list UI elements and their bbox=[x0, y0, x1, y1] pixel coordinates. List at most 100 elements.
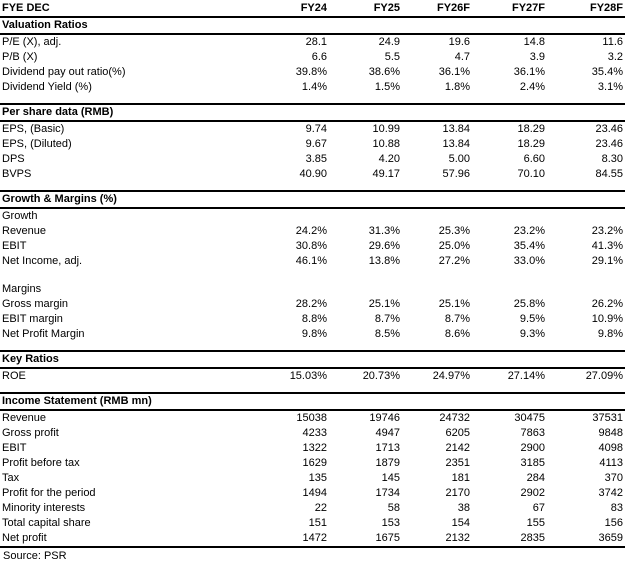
table-row-bvps: BVPS 40.90 49.17 57.96 70.10 84.55 bbox=[0, 167, 625, 182]
cell-value: 57.96 bbox=[442, 168, 470, 180]
source-note: Source: PSR bbox=[3, 550, 67, 562]
section-gap bbox=[0, 182, 625, 191]
cell-value: 10.99 bbox=[372, 123, 400, 135]
cell-value: 23.46 bbox=[595, 123, 623, 135]
gap-cell bbox=[0, 182, 625, 191]
table-row-roe: ROE 15.03% 20.73% 24.97% 27.14% 27.09% bbox=[0, 368, 625, 384]
cell-value: 284 bbox=[526, 472, 545, 484]
table-row-revenue: Revenue 24.2% 31.3% 25.3% 23.2% 23.2% bbox=[0, 224, 625, 239]
cell-value: 23.2% bbox=[513, 225, 545, 237]
row-label: Profit before tax bbox=[2, 457, 80, 469]
row-label: DPS bbox=[2, 153, 25, 165]
cell-value: 3742 bbox=[598, 487, 623, 499]
cell-value: 19746 bbox=[369, 412, 400, 424]
section-title: Per share data (RMB) bbox=[0, 103, 625, 122]
cell-value: 9848 bbox=[598, 427, 623, 439]
cell-value: 1.8% bbox=[444, 81, 470, 93]
cell-value: 30.8% bbox=[295, 240, 327, 252]
empty-cell bbox=[329, 282, 402, 297]
section-title: Valuation Ratios bbox=[0, 16, 625, 35]
cell-value: 156 bbox=[604, 517, 623, 529]
table-row-net-profit: Net profit 1472 1675 2132 2835 3659 bbox=[0, 531, 625, 548]
cell-value: 5.00 bbox=[448, 153, 470, 165]
row-label: EBIT margin bbox=[2, 313, 63, 325]
cell-value: 3.85 bbox=[305, 153, 327, 165]
cell-value: 6.6 bbox=[311, 51, 327, 63]
empty-cell bbox=[547, 282, 625, 297]
cell-value: 3659 bbox=[547, 531, 625, 548]
cell-value: 153 bbox=[381, 517, 400, 529]
empty-cell bbox=[402, 208, 472, 224]
cell-value: 23.46 bbox=[595, 138, 623, 150]
cell-value: 10.88 bbox=[372, 138, 400, 150]
row-label: Profit for the period bbox=[2, 487, 96, 499]
cell-value: 30475 bbox=[514, 412, 545, 424]
cell-value: 25.1% bbox=[368, 298, 400, 310]
cell-value: 4098 bbox=[598, 442, 623, 454]
table-row-profit-for-the-period: Profit for the period 1494 1734 2170 2902 374… bbox=[0, 486, 625, 501]
table-row-net-profit-margin: Net Profit Margin 9.8% 8.5% 8.6% 9.3% 9.8% bbox=[0, 327, 625, 342]
cell-value: 46.1% bbox=[295, 255, 327, 267]
section-header-growth-margins: Growth & Margins (%) bbox=[0, 190, 625, 209]
cell-value: 4.20 bbox=[378, 153, 400, 165]
gap-cell bbox=[0, 342, 625, 351]
table-row-net-income-adj: Net Income, adj. 46.1% 13.8% 27.2% 33.0% 29.1… bbox=[0, 254, 625, 269]
cell-value: 370 bbox=[604, 472, 623, 484]
cell-value: 29.1% bbox=[591, 255, 623, 267]
cell-value: 1322 bbox=[302, 442, 327, 454]
cell-value: 13.84 bbox=[442, 138, 470, 150]
cell-value: 2142 bbox=[445, 442, 470, 454]
cell-value: 33.0% bbox=[513, 255, 545, 267]
cell-value: 145 bbox=[381, 472, 400, 484]
cell-value: 27.14% bbox=[507, 370, 545, 382]
cell-value: 3.1% bbox=[597, 81, 623, 93]
gap-cell bbox=[0, 95, 625, 104]
cell-value: 35.4% bbox=[591, 66, 623, 78]
table-row-ebit: EBIT 30.8% 29.6% 25.0% 35.4% 41.3% bbox=[0, 239, 625, 254]
cell-value: 8.7% bbox=[374, 313, 400, 325]
table-row-p-e-x-adj: P/E (X), adj. 28.1 24.9 19.6 14.8 11.6 bbox=[0, 34, 625, 50]
row-label: Total capital share bbox=[2, 517, 91, 529]
cell-value: 18.29 bbox=[517, 138, 545, 150]
cell-value: 154 bbox=[451, 517, 470, 529]
cell-value: 40.90 bbox=[299, 168, 327, 180]
row-label: Margins bbox=[2, 283, 42, 295]
row-label: Gross profit bbox=[2, 427, 59, 439]
cell-value: 7863 bbox=[520, 427, 545, 439]
column-header-fy24: FY24 bbox=[256, 1, 329, 18]
cell-value: 28.2% bbox=[295, 298, 327, 310]
row-label: EBIT bbox=[2, 442, 27, 454]
cell-value: 8.5% bbox=[374, 328, 400, 340]
financial-summary-table: FYE DEC FY24 FY25 FY26F FY27F FY28F Valu… bbox=[0, 1, 625, 548]
cell-value: 15038 bbox=[296, 412, 327, 424]
cell-value: 2.4% bbox=[519, 81, 545, 93]
cell-value: 181 bbox=[451, 472, 470, 484]
row-label: BVPS bbox=[2, 168, 32, 180]
subsection-row-growth: Growth bbox=[0, 208, 625, 224]
row-label: EBIT bbox=[2, 240, 27, 252]
cell-value: 24.97% bbox=[432, 370, 470, 382]
empty-cell bbox=[256, 282, 329, 297]
section-header-key-ratios: Key Ratios bbox=[0, 350, 625, 369]
row-label: EPS, (Basic) bbox=[2, 123, 65, 135]
cell-value: 8.6% bbox=[444, 328, 470, 340]
cell-value: 25.1% bbox=[438, 298, 470, 310]
empty-cell bbox=[256, 208, 329, 224]
cell-value: 8.7% bbox=[444, 313, 470, 325]
cell-value: 36.1% bbox=[438, 66, 470, 78]
cell-value: 15.03% bbox=[289, 370, 327, 382]
cell-value: 2902 bbox=[520, 487, 545, 499]
cell-value: 5.5 bbox=[384, 51, 400, 63]
table-row-dividend-yield: Dividend Yield (%) 1.4% 1.5% 1.8% 2.4% 3.1% bbox=[0, 80, 625, 95]
cell-value: 38.6% bbox=[368, 66, 400, 78]
cell-value: 1472 bbox=[256, 531, 329, 548]
row-label: Net profit bbox=[0, 531, 256, 548]
cell-value: 4.7 bbox=[454, 51, 470, 63]
cell-value: 4233 bbox=[302, 427, 327, 439]
cell-value: 4113 bbox=[599, 457, 623, 469]
cell-value: 3.2 bbox=[607, 51, 623, 63]
cell-value: 1494 bbox=[302, 487, 327, 499]
cell-value: 25.8% bbox=[513, 298, 545, 310]
cell-value: 13.8% bbox=[368, 255, 400, 267]
row-label: Revenue bbox=[2, 412, 47, 424]
